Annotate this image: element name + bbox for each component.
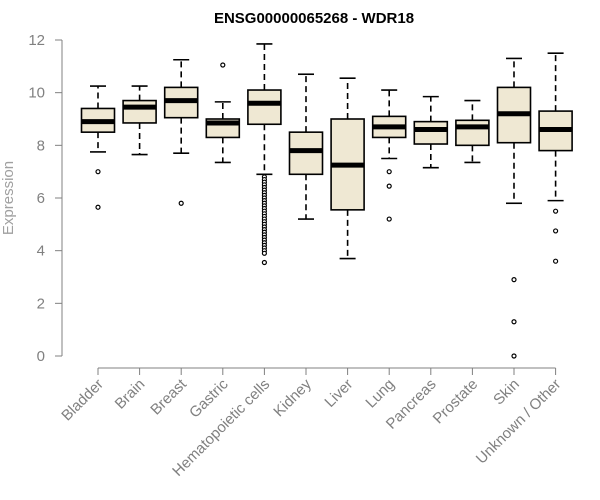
box-group (330, 77, 365, 260)
x-tick-label: Skin (490, 376, 523, 409)
y-tick-label: 0 (37, 348, 45, 365)
box-iqr (455, 119, 490, 147)
outlier-point (511, 319, 517, 325)
y-tick-label: 2 (37, 295, 45, 312)
box-group (163, 58, 199, 206)
box-iqr (122, 99, 157, 124)
x-tick-label: Lung (362, 376, 398, 412)
y-tick-label: 4 (37, 243, 45, 260)
y-tick-label: 10 (28, 85, 45, 102)
box-group (538, 52, 573, 264)
box-group (288, 73, 324, 220)
y-axis: 0 2 4 6 8 10 12 (28, 32, 63, 365)
outlier-point (261, 250, 267, 256)
x-tick-label: Brain (112, 376, 149, 413)
y-tick-label: 8 (37, 137, 45, 154)
outlier-point (386, 183, 392, 189)
box-group (413, 95, 449, 169)
x-tick-label: Prostate (430, 376, 482, 428)
outlier-point (511, 277, 517, 283)
box-iqr (247, 89, 282, 126)
boxes (80, 43, 573, 359)
outlier-point (386, 216, 392, 222)
x-tick-label: Liver (321, 376, 356, 411)
outlier-point (95, 204, 101, 210)
box-group (122, 85, 157, 156)
box-group (247, 43, 282, 266)
outlier-point (552, 228, 559, 234)
outlier-point (511, 353, 517, 359)
y-axis-label: Expression (0, 161, 17, 235)
outlier-point (261, 259, 267, 266)
box-group (80, 85, 116, 210)
box-iqr (288, 131, 324, 176)
outlier-point (178, 200, 184, 206)
chart-title: ENSG00000065268 - WDR18 (214, 10, 414, 27)
box-group (455, 99, 490, 164)
box-group (371, 89, 407, 222)
box-group (205, 62, 241, 164)
outlier-point (95, 169, 101, 175)
box-group (496, 57, 532, 359)
y-tick-label: 6 (37, 190, 45, 207)
x-tick-label: Breast (147, 375, 190, 418)
box-iqr (413, 120, 449, 145)
outlier-point (386, 169, 392, 175)
outlier-point (220, 62, 226, 68)
x-tick-label: Kidney (270, 375, 315, 420)
x-tick-label: Bladder (58, 376, 107, 425)
y-tick-label: 12 (28, 32, 45, 49)
outlier-point (552, 258, 559, 264)
outlier-point (552, 208, 559, 214)
